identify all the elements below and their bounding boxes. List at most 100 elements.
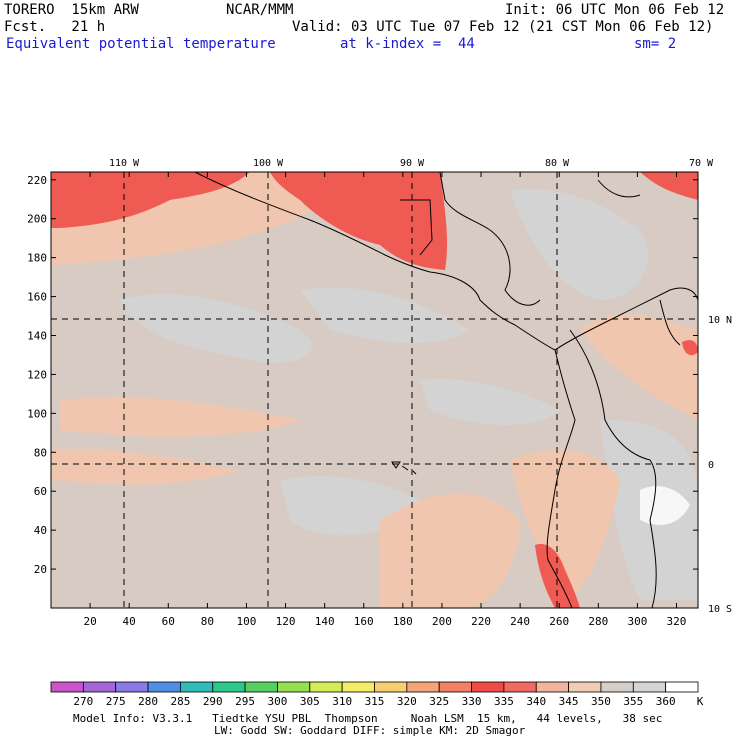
colorbar-swatch — [115, 681, 149, 693]
pacific-coast-central-america — [194, 172, 556, 351]
caribbean-island — [597, 179, 641, 198]
galapagos-islands — [391, 461, 417, 475]
equivalent-potential-temperature-field — [51, 172, 698, 608]
y-tick-label: 20 — [34, 563, 47, 576]
x-tick-label: 140 — [315, 615, 335, 628]
colorbar-swatch — [568, 681, 602, 693]
field-red-area — [640, 172, 698, 200]
y-tick-label: 220 — [27, 174, 47, 187]
colorbar-label: 360 — [656, 695, 676, 708]
caribbean-coast-south-america — [554, 287, 698, 351]
coastlines — [194, 172, 698, 608]
field-white-area — [640, 485, 690, 525]
field-name: Equivalent potential temperature — [6, 36, 276, 52]
level-info: at k-index = 44 — [340, 36, 475, 52]
colorbar-swatch — [632, 681, 667, 693]
colorbar-swatch — [438, 681, 472, 693]
colorbar — [50, 681, 699, 693]
colorbar-swatch — [374, 681, 408, 693]
colorbar-swatch — [600, 681, 634, 693]
latitude-labels: 10 N 0 10 S — [708, 315, 732, 615]
colorbar-label: 310 — [332, 695, 352, 708]
colorbar-label: 290 — [203, 695, 223, 708]
colorbar-swatch — [244, 681, 278, 693]
x-tick-label: 60 — [162, 615, 175, 628]
colorbar-swatch — [406, 681, 440, 693]
colorbar-label: 275 — [106, 695, 126, 708]
field-red-area — [682, 340, 698, 356]
axis-ticks — [51, 172, 698, 608]
colombia-ecuador-peru-borders — [569, 329, 657, 608]
colorbar-label: 315 — [365, 695, 385, 708]
x-tick-label: 280 — [588, 615, 608, 628]
plot-frame — [50, 171, 699, 609]
lat-label: 10 S — [708, 604, 732, 615]
colorbar-labels: 270 275 280 285 290 295 300 305 310 315 320 325 330 3… — [73, 695, 675, 708]
colorbar-unit: K — [697, 695, 704, 708]
colorbar-label: 285 — [170, 695, 190, 708]
y-axis-labels: 220 200 180 160 140 120 100 80 60 40 20 — [27, 174, 47, 576]
colorbar-swatch — [309, 681, 343, 693]
lon-label: 110 W — [109, 158, 140, 169]
field-grey-area — [300, 287, 470, 344]
colorbar-label: 340 — [526, 695, 546, 708]
colorbar-label: 280 — [138, 695, 158, 708]
organization: NCAR/MMM — [226, 2, 294, 18]
x-tick-label: 240 — [510, 615, 530, 628]
x-tick-label: 100 — [237, 615, 257, 628]
x-tick-label: 300 — [627, 615, 647, 628]
y-tick-label: 200 — [27, 213, 47, 226]
lon-label: 80 W — [545, 158, 570, 169]
y-tick-label: 180 — [27, 252, 47, 265]
lon-label: 70 W — [689, 158, 714, 169]
x-tick-label: 320 — [667, 615, 687, 628]
colorbar-label: 335 — [494, 695, 514, 708]
longitude-labels: 110 W 100 W 90 W 80 W 70 W — [109, 158, 714, 169]
x-tick-label: 220 — [471, 615, 491, 628]
x-tick-label: 120 — [276, 615, 296, 628]
x-tick-label: 20 — [83, 615, 96, 628]
x-tick-label: 160 — [354, 615, 374, 628]
colorbar-swatch — [147, 681, 181, 693]
colorbar-label: 320 — [397, 695, 417, 708]
colorbar-swatch — [665, 681, 699, 693]
field-red-area — [51, 172, 250, 228]
colorbar-label: 295 — [235, 695, 255, 708]
colorbar-label: 270 — [73, 695, 93, 708]
field-salmon-area — [380, 493, 520, 608]
colorbar-label: 350 — [591, 695, 611, 708]
x-tick-label: 180 — [393, 615, 413, 628]
guatemala-border — [400, 199, 433, 256]
colorbar-swatch — [277, 681, 311, 693]
colorbar-label: 300 — [268, 695, 288, 708]
field-salmon-area — [51, 449, 240, 485]
yucatan-caribbean-coast — [439, 172, 541, 306]
model-info-line2: LW: Godd SW: Goddard DIFF: simple KM: 2D… — [214, 724, 526, 737]
colorbar-label: 330 — [462, 695, 482, 708]
init-time: Init: 06 UTC Mon 06 Feb 12 — [505, 2, 725, 18]
x-axis-labels: 20 40 60 80 100 120 140 160 180 200 220 240 260 280 30… — [83, 615, 686, 628]
y-tick-label: 40 — [34, 524, 47, 537]
forecast-hour: Fcst. 21 h — [4, 19, 106, 35]
colorbar-swatch — [179, 681, 214, 693]
colorbar-swatch — [471, 681, 505, 693]
lon-label: 90 W — [400, 158, 425, 169]
colorbar-label: 345 — [559, 695, 579, 708]
colorbar-swatch — [50, 681, 84, 693]
field-red-area — [270, 172, 448, 270]
y-tick-label: 80 — [34, 446, 47, 459]
colorbar-swatch — [503, 681, 537, 693]
lon-label: 100 W — [253, 158, 284, 169]
y-tick-label: 60 — [34, 485, 47, 498]
venezuela-border — [659, 299, 681, 346]
colorbar-label: 325 — [429, 695, 449, 708]
y-tick-label: 100 — [27, 407, 47, 420]
field-salmon-area — [60, 396, 300, 437]
y-tick-label: 140 — [27, 330, 47, 343]
colorbar-label: 355 — [623, 695, 643, 708]
colorbar-swatch — [341, 681, 375, 693]
x-tick-label: 260 — [549, 615, 569, 628]
x-tick-label: 200 — [432, 615, 452, 628]
x-tick-label: 80 — [201, 615, 214, 628]
